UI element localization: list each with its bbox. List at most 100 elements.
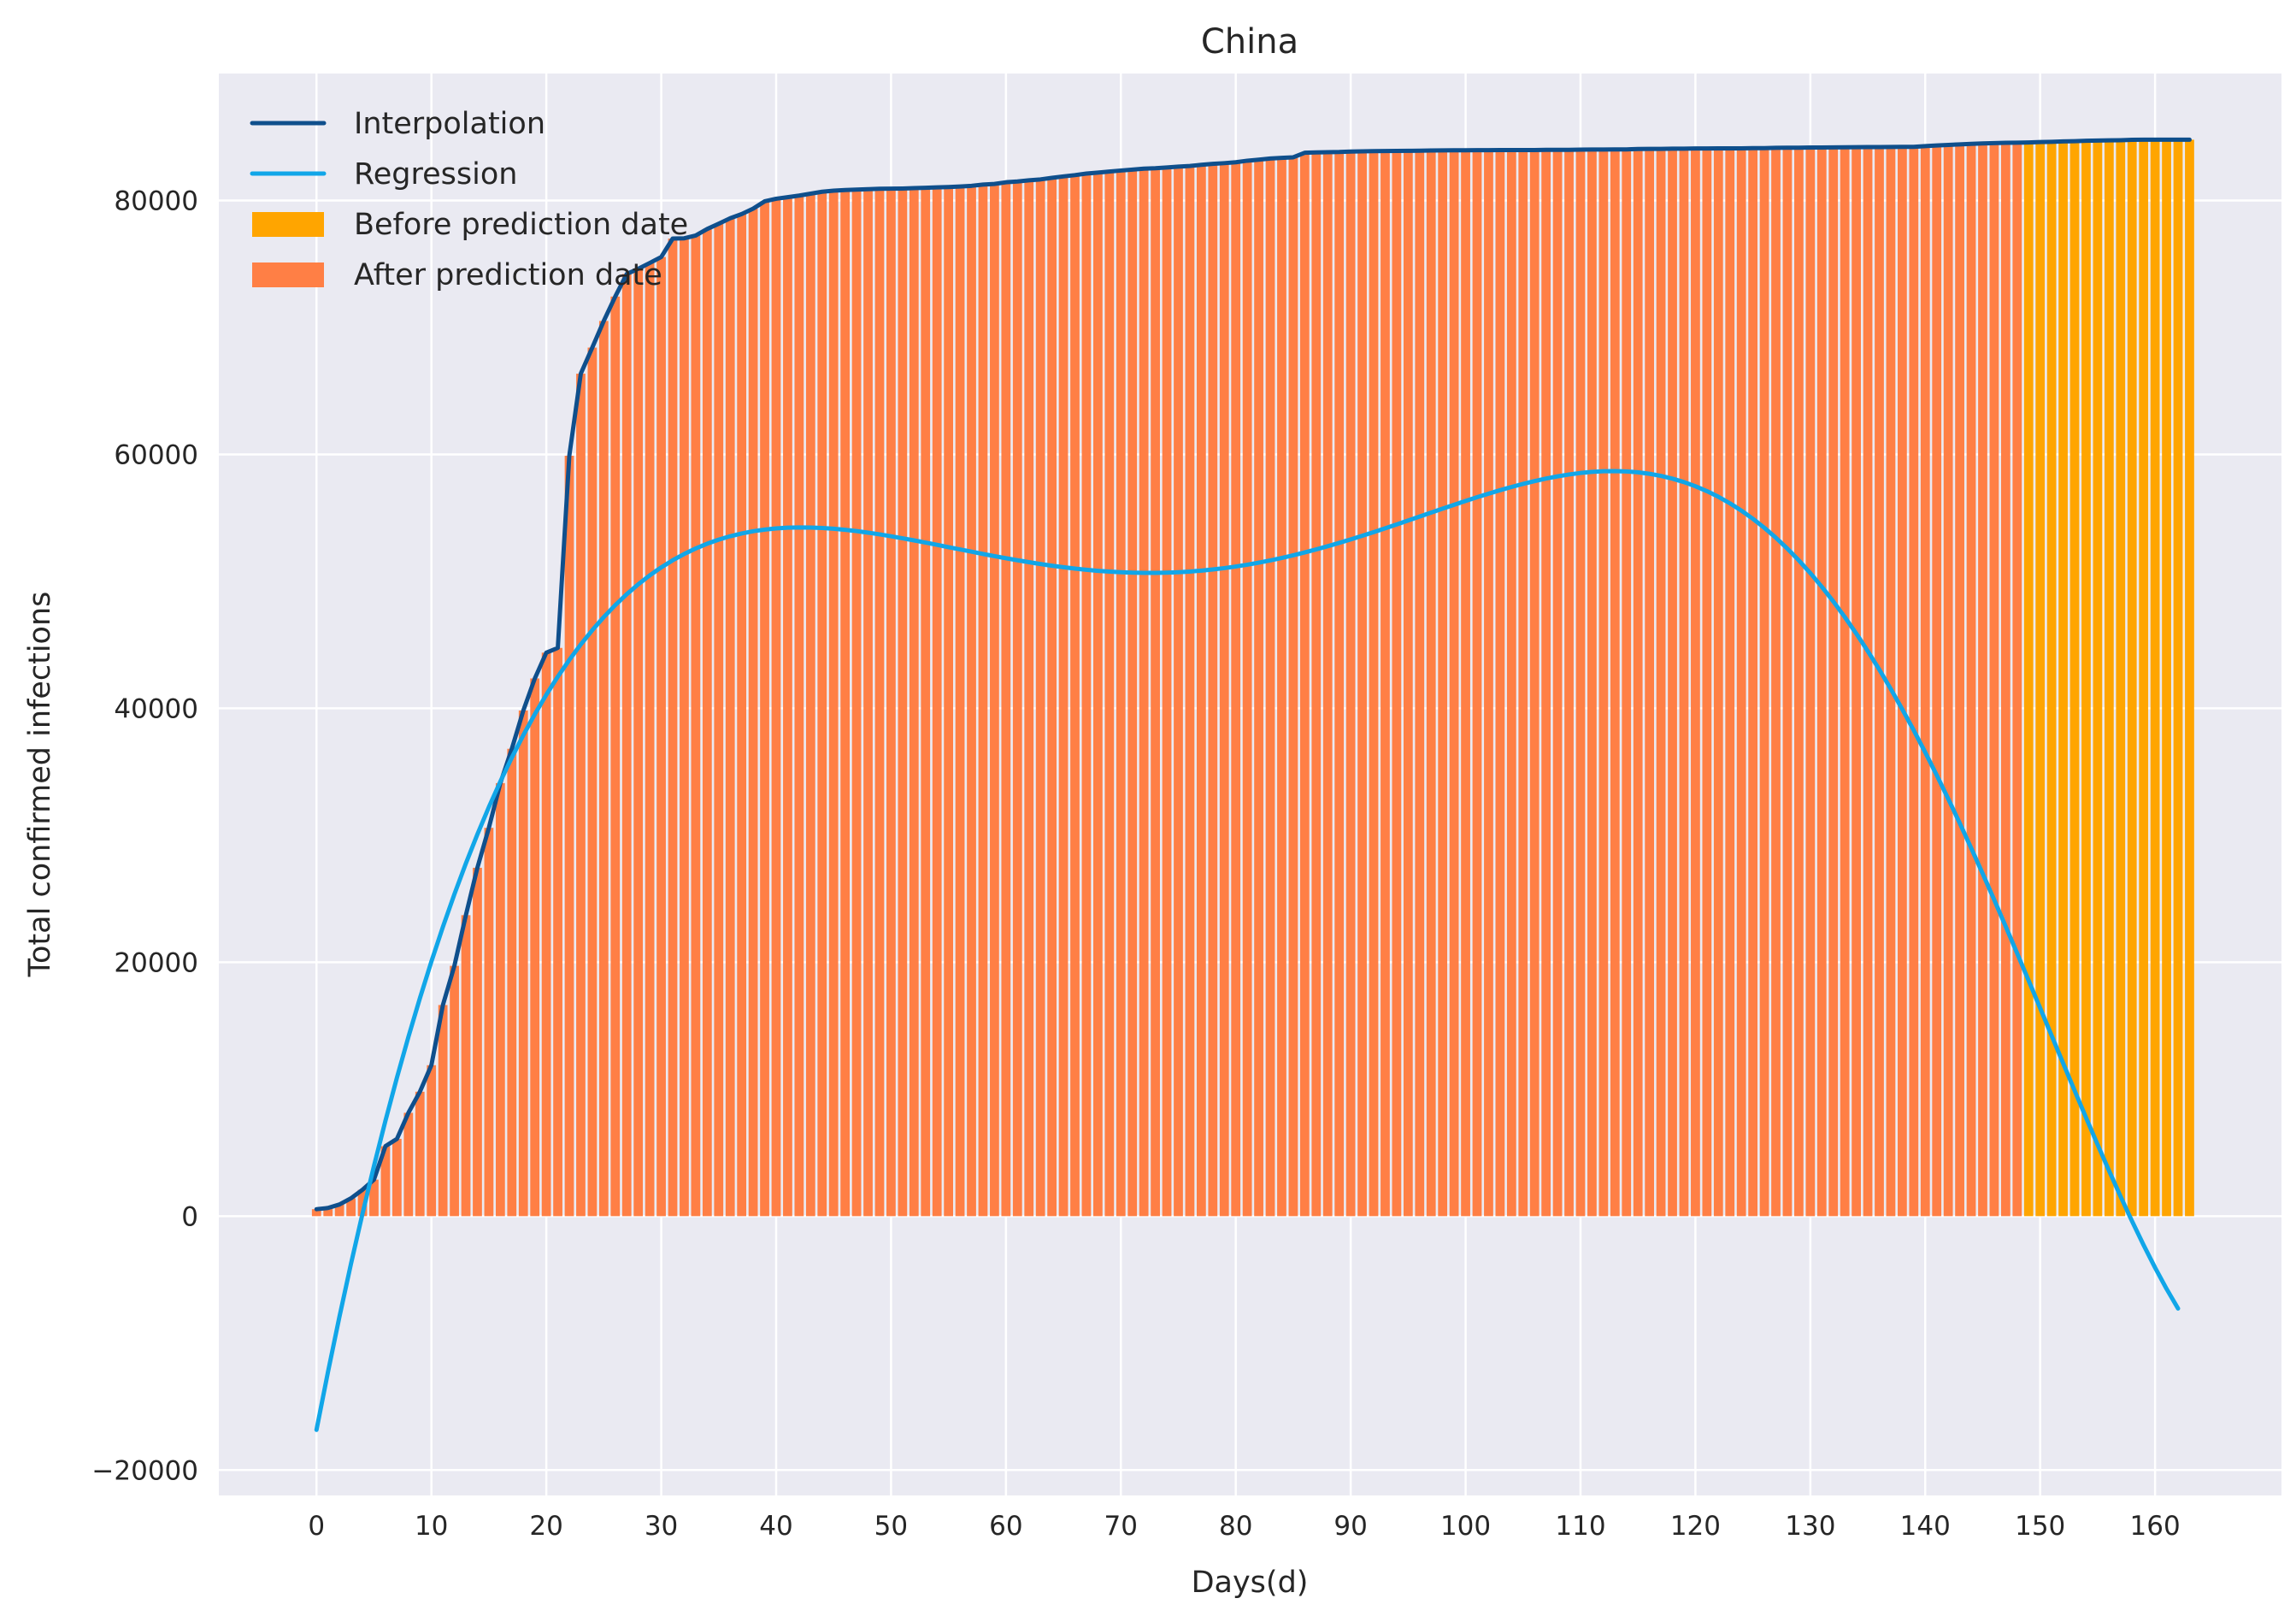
chart-title: China [1201, 22, 1298, 62]
bar [668, 239, 678, 1217]
bar [1012, 181, 1022, 1217]
x-tick-label: 0 [308, 1511, 325, 1542]
bar [1472, 150, 1482, 1217]
legend-swatch [252, 212, 324, 237]
bar [2000, 143, 2010, 1217]
x-tick-label: 40 [759, 1511, 792, 1542]
bar [1438, 150, 1448, 1217]
bar [1495, 150, 1505, 1217]
bar [461, 915, 471, 1217]
bar [1196, 164, 1206, 1217]
bar [2162, 139, 2171, 1217]
bar [702, 228, 712, 1217]
bar [921, 187, 931, 1217]
legend-label: Interpolation [354, 107, 545, 141]
y-tick-label: 40000 [114, 693, 198, 724]
bars [311, 139, 2194, 1217]
bar [553, 647, 562, 1217]
bar [1219, 162, 1229, 1217]
bar [1552, 150, 1563, 1217]
bar [1254, 159, 1263, 1217]
bar [507, 748, 517, 1217]
bar [1782, 147, 1793, 1217]
bar [1852, 147, 1861, 1217]
bar [1668, 148, 1677, 1217]
bar [598, 321, 609, 1217]
bar [346, 1198, 356, 1217]
bar [1334, 151, 1345, 1217]
bar [1174, 166, 1183, 1217]
bar [633, 268, 644, 1217]
bar [805, 193, 815, 1217]
bar [1426, 150, 1436, 1217]
bar [2046, 141, 2057, 1217]
bar [1162, 167, 1172, 1217]
lines [314, 137, 2192, 1432]
x-tick-label: 150 [2015, 1511, 2065, 1542]
x-tick-label: 130 [1785, 1511, 1835, 1542]
bar [680, 238, 689, 1217]
x-tick-label: 100 [1440, 1511, 1491, 1542]
legend-label: Regression [354, 157, 517, 192]
bar [794, 195, 804, 1217]
x-tick-label: 110 [1555, 1511, 1605, 1542]
y-tick-label: −20000 [91, 1455, 198, 1486]
bar [1311, 152, 1322, 1217]
bar [1955, 144, 1964, 1217]
bar [967, 186, 976, 1217]
bar [2081, 140, 2091, 1217]
bar [1116, 170, 1126, 1217]
bar [645, 262, 655, 1217]
x-tick-label: 50 [874, 1511, 908, 1542]
bar [1748, 148, 1758, 1217]
bar [473, 867, 482, 1217]
bar [1058, 176, 1069, 1217]
bar [1265, 158, 1275, 1217]
bar [2093, 140, 2103, 1217]
bar [1047, 178, 1057, 1217]
bar [1598, 149, 1609, 1217]
bar [944, 186, 954, 1217]
bar [576, 374, 586, 1217]
bar [1575, 149, 1586, 1217]
bar [1920, 145, 1930, 1217]
bar [1622, 149, 1632, 1217]
bar [2023, 142, 2034, 1217]
bar [587, 347, 598, 1217]
bar [2173, 139, 2183, 1217]
bar [484, 828, 494, 1217]
bar [1484, 150, 1493, 1217]
bar [2104, 140, 2114, 1217]
bar [621, 274, 632, 1217]
bar [1909, 146, 1919, 1217]
bar [1345, 151, 1356, 1217]
bar [2069, 141, 2080, 1217]
bar [2058, 141, 2068, 1217]
bar [1794, 147, 1804, 1217]
bar [2116, 139, 2126, 1217]
bar [1886, 146, 1896, 1217]
bar [415, 1091, 425, 1217]
bar [1702, 148, 1712, 1217]
bar [427, 1065, 437, 1217]
x-tick-label: 160 [2130, 1511, 2181, 1542]
bar [863, 189, 873, 1217]
bar [932, 187, 942, 1217]
y-tick-label: 0 [181, 1201, 198, 1232]
bar [495, 782, 505, 1217]
x-tick-label: 30 [645, 1511, 678, 1542]
x-tick-label: 70 [1104, 1511, 1138, 1542]
series-line-interpolation [314, 137, 2192, 1212]
bar [1322, 151, 1333, 1217]
bar [1093, 172, 1103, 1217]
bar [1024, 180, 1034, 1217]
bar [1506, 150, 1516, 1217]
bar [1816, 147, 1827, 1217]
bar [1070, 174, 1080, 1217]
bar [840, 190, 851, 1217]
bar [1035, 179, 1045, 1217]
x-axis-label: Days(d) [1192, 1566, 1309, 1600]
bar [530, 678, 540, 1217]
x-tick-label: 80 [1219, 1511, 1252, 1542]
y-tick-labels: −20000 0 20000 40000 60000 80000 [91, 186, 198, 1486]
